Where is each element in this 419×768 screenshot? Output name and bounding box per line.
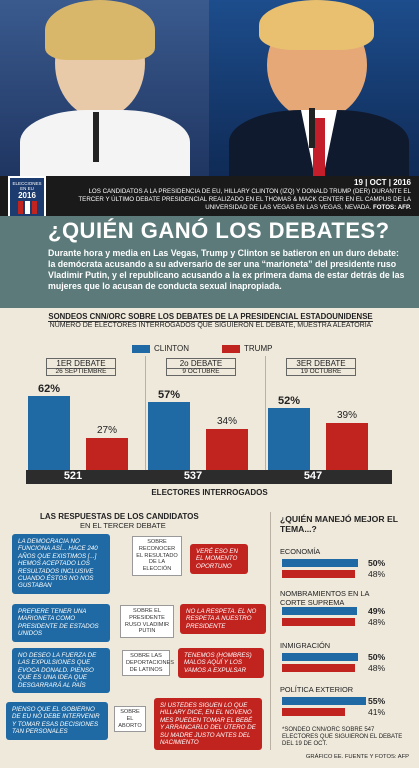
- legend-swatch-trump: [222, 344, 240, 353]
- bar-value-label: 27%: [96, 424, 117, 436]
- debate-label: 3ER DEBATE: [286, 358, 356, 369]
- hbar-clinton-4: [282, 697, 366, 705]
- sample-axis: [26, 470, 392, 484]
- footnote: *SONDEO CNN/ORC SOBRE 547 ELECTORES QUE …: [282, 727, 403, 747]
- clinton-quote: NO DESEO LA FUERZA DE LAS EXPULSIONES QU…: [12, 648, 110, 694]
- topic-label: SOBRE EL PRESIDENTE RUSO VLADIMIR PUTIN: [120, 605, 174, 639]
- legend-swatch-clinton: [132, 344, 150, 353]
- clinton-quote: PIENSO QUE EL GOBIERNO DE EU NO DEBE INT…: [6, 702, 108, 740]
- answers-title: LAS RESPUESTAS DE LOS CANDIDATOS: [40, 512, 199, 521]
- sample-count: 537: [183, 470, 203, 482]
- flag-stripes-icon: [10, 201, 44, 214]
- bar-trump-3: [326, 423, 368, 470]
- column-divider: [270, 512, 271, 750]
- hero-section: ¿QUIÉN GANÓ LOS DEBATES? Durante hora y …: [0, 216, 419, 308]
- hbar-value-label: 48%: [368, 617, 386, 627]
- hbar-clinton-2: [282, 607, 357, 615]
- bar-value-label: 52%: [277, 394, 301, 407]
- topic-label: SOBRE LAS DEPORTACIONES DE LATINOS: [122, 650, 174, 677]
- bar-trump-2: [206, 429, 248, 470]
- topics-title: ¿QUIÉN MANEJÓ MEJOR EL TEMA...?: [280, 514, 398, 534]
- legend-label-trump: TRUMP: [244, 344, 273, 353]
- bar-clinton-1: [28, 396, 70, 470]
- legend-label-clinton: CLINTON: [154, 344, 189, 353]
- answers-subtitle: EN EL TERCER DEBATE: [80, 521, 166, 530]
- hbar-value-label: 55%: [368, 696, 386, 706]
- hbar-value-label: 50%: [368, 652, 386, 662]
- debate-date: 26 SEPTIEMBRE: [46, 368, 116, 376]
- topic-label: SOBRE RECONOCER EL RESULTADO DE LA ELECC…: [132, 536, 182, 576]
- photo-caption-bar: 19 | OCT | 2016 LOS CANDIDATOS A LA PRES…: [0, 176, 419, 216]
- graphic-credit: GRÁFICO EE. FUENTE Y FOTOS: AFP: [305, 754, 409, 760]
- clinton-quote: LA DEMOCRACIA NO FUNCIONA ASÍ... HACE 24…: [12, 534, 110, 594]
- hbar-clinton-1: [282, 559, 359, 567]
- debate-date: 19 OCTUBRE: [286, 368, 356, 376]
- page-title: ¿QUIÉN GANÓ LOS DEBATES?: [48, 218, 390, 243]
- x-axis-label: ELECTORES INTERROGADOS: [151, 488, 268, 497]
- lead-text: Durante hora y media en Las Vegas, Trump…: [48, 248, 405, 291]
- debate-panel-3: 3ER DEBATE 19 OCTUBRE: [266, 356, 386, 484]
- hbar-value-label: 48%: [368, 663, 386, 673]
- debate-panel-2: 2o DEBATE 9 OCTUBRE: [146, 356, 266, 484]
- trump-quote: VERÉ ESO EN EL MOMENTO OPORTUNO: [190, 544, 248, 575]
- debate-label: 2o DEBATE: [166, 358, 236, 369]
- date-label: 19 | OCT | 2016: [354, 178, 411, 187]
- bar-value-label: 62%: [37, 383, 61, 395]
- topic-category: INMIGRACIÓN: [280, 641, 331, 650]
- candidates-photo: [0, 0, 419, 178]
- clinton-quote: PREFIERE TENER UNA MARIONETA COMO PRESID…: [12, 604, 110, 642]
- bar-clinton-2: [148, 401, 190, 470]
- hbar-value-label: 41%: [368, 707, 386, 717]
- hbar-value-label: 50%: [368, 558, 386, 568]
- legend-clinton: CLINTON: [132, 344, 189, 353]
- clinton-photo: [0, 0, 209, 178]
- trump-quote: NO LA RESPETA. EL NO RESPETA A NUESTRO P…: [180, 604, 266, 635]
- hbar-clinton-3: [282, 653, 359, 661]
- bar-value-label: 34%: [216, 416, 237, 428]
- badge-line1: ELECCIONES: [12, 181, 42, 186]
- sample-count: 547: [303, 470, 323, 482]
- topic-category: NOMBRAMIENTOS EN LA CORTE SUPREMA: [280, 589, 369, 607]
- legend-trump: TRUMP: [222, 344, 272, 353]
- trump-quote: SI USTEDES SIGUEN LO QUE HILLARY DICE, E…: [154, 698, 262, 751]
- badge-line2: EN EU: [20, 186, 34, 191]
- trump-quote: TENEMOS (HOMBRES) MALOS AQUÍ Y LOS VAMOS…: [178, 648, 264, 679]
- hbar-trump-2: [282, 618, 356, 626]
- bar-trump-1: [86, 437, 128, 470]
- badge-year: 2016: [18, 191, 36, 200]
- topic-label: SOBRE EL ABORTO: [114, 706, 146, 733]
- caption-text: LOS CANDIDATOS A LA PRESIDENCIA DE EU, H…: [78, 188, 411, 211]
- trump-photo: [209, 0, 419, 178]
- debate-date: 9 OCTUBRE: [166, 368, 236, 376]
- hbar-value-label: 49%: [368, 606, 386, 616]
- hbar-trump-4: [282, 708, 345, 716]
- debate-label: 1ER DEBATE: [46, 358, 116, 369]
- sample-count: 521: [63, 470, 83, 482]
- photo-credit: FOTOS: AFP.: [372, 204, 411, 211]
- bar-clinton-3: [268, 407, 310, 470]
- hbar-value-label: 48%: [368, 569, 386, 579]
- hbar-trump-1: [282, 570, 356, 578]
- bar-value-label: 39%: [336, 410, 357, 422]
- elections-badge: ELECCIONES EN EU 2016: [8, 176, 46, 218]
- survey-title: SONDEOS CNN/ORC SOBRE LOS DEBATES DE LA …: [48, 312, 373, 322]
- bar-value-label: 57%: [157, 388, 181, 401]
- debate-panel-1: 1ER DEBATE 26 SEPTIEMBRE: [26, 356, 146, 484]
- topic-category: ECONOMÍA: [280, 547, 321, 556]
- topic-category: POLÍTICA EXTERIOR: [280, 685, 354, 694]
- survey-subtitle: NÚMERO DE ELECTORES INTERROGADOS QUE SIG…: [49, 322, 372, 329]
- hbar-trump-3: [282, 664, 356, 672]
